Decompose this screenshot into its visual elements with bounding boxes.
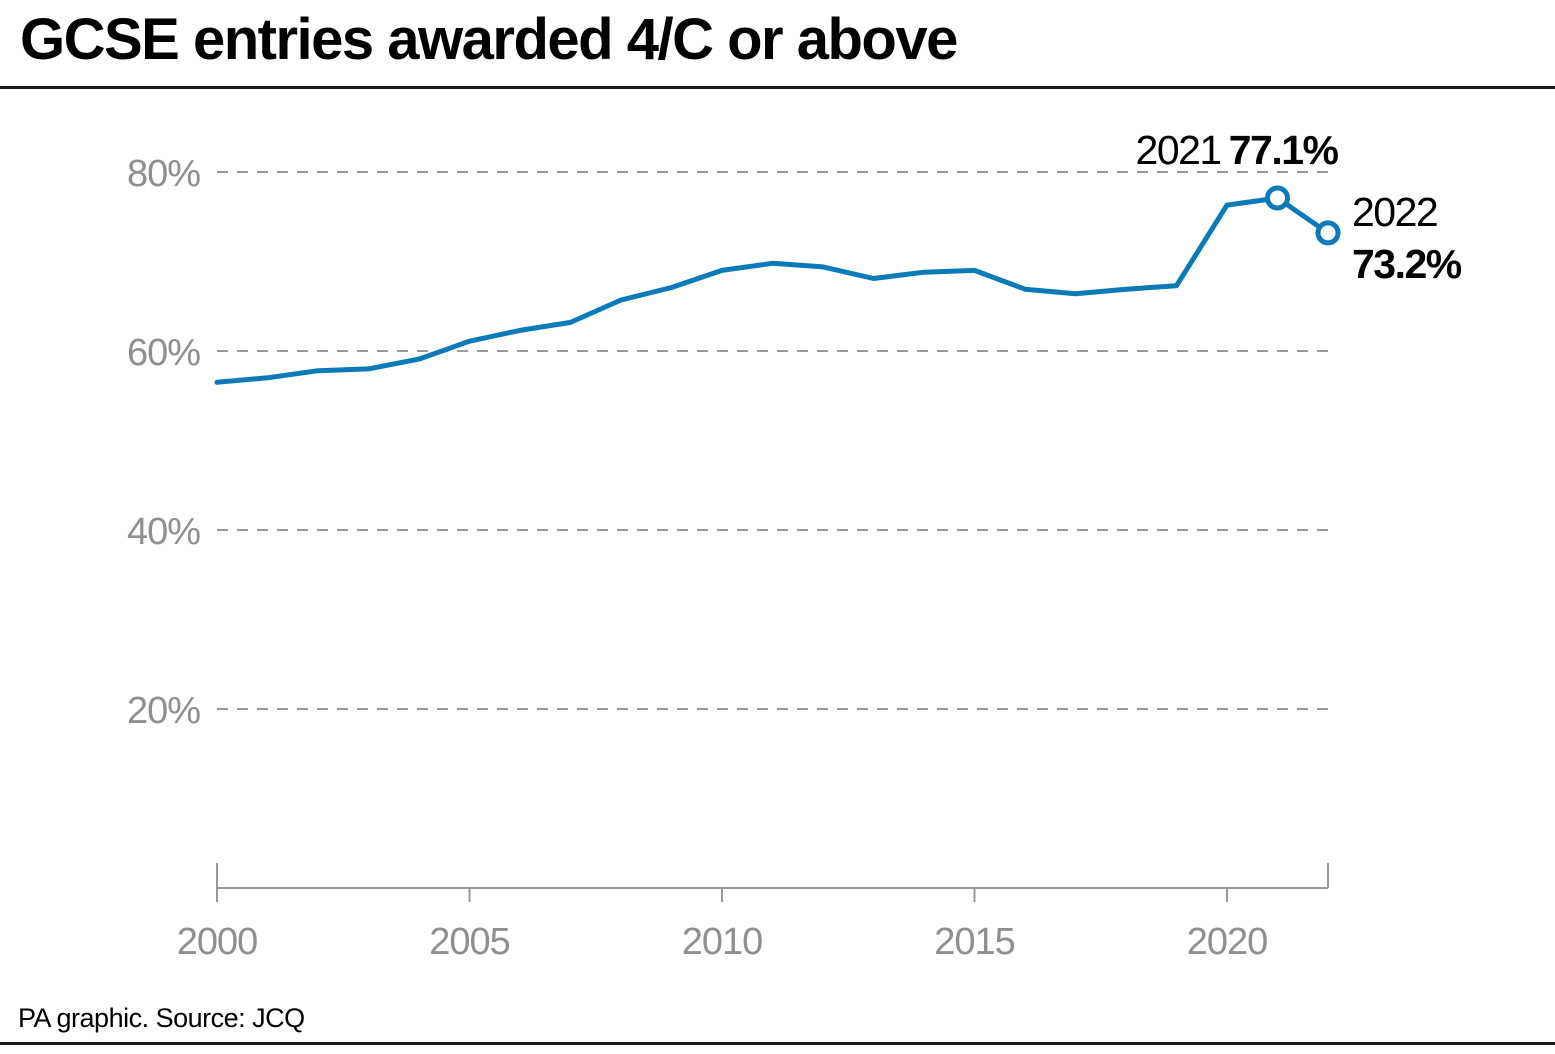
annotation-value: 73.2%	[1352, 241, 1462, 287]
series-line-0	[214, 195, 1331, 385]
annotation-year: 2022	[1352, 189, 1437, 235]
footer-divider	[0, 1042, 1555, 1045]
annotation-value: 77.1%	[1229, 127, 1339, 173]
x-axis-ticks: 2000 2005 2010 2015 2020	[177, 888, 1268, 963]
x-axis	[216, 863, 1329, 889]
annotations: 2021 77.1% 2022 73.2%	[1136, 127, 1464, 287]
x-tick-label: 2010	[682, 921, 763, 963]
chart-title: GCSE entries awarded 4/C or above	[20, 7, 958, 72]
x-tick-label: 2015	[934, 921, 1015, 963]
y-tick-label: 60%	[127, 332, 200, 374]
y-tick-label: 40%	[127, 511, 200, 553]
x-tick-label: 2020	[1187, 921, 1268, 963]
y-axis-ticks: 20% 40% 60% 80%	[127, 153, 201, 732]
x-tick-label: 2005	[429, 921, 510, 963]
x-tick-label: 2000	[177, 921, 258, 963]
annotation-2021: 2021 77.1%	[1136, 127, 1339, 173]
gridlines	[217, 171, 1330, 710]
series	[214, 195, 1331, 385]
data-point-2021	[1265, 185, 1290, 211]
title-divider	[0, 86, 1555, 89]
source-note: PA graphic. Source: JCQ	[18, 1003, 305, 1033]
y-tick-label: 80%	[127, 153, 200, 195]
annotation-year: 2021	[1136, 127, 1221, 173]
y-tick-label: 20%	[127, 690, 200, 732]
data-point-2022	[1315, 220, 1341, 246]
